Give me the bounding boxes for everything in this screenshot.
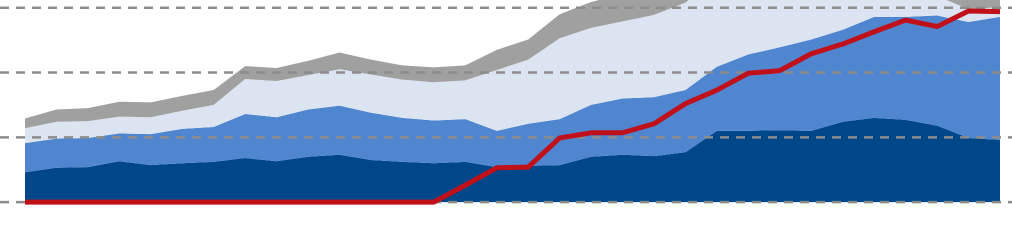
chart [0, 0, 1012, 205]
plot-area [25, 0, 1000, 203]
line [25, 8, 1001, 205]
area [25, 0, 1000, 129]
area [25, 117, 1000, 203]
area [25, 15, 1000, 173]
lines [25, 8, 1001, 205]
